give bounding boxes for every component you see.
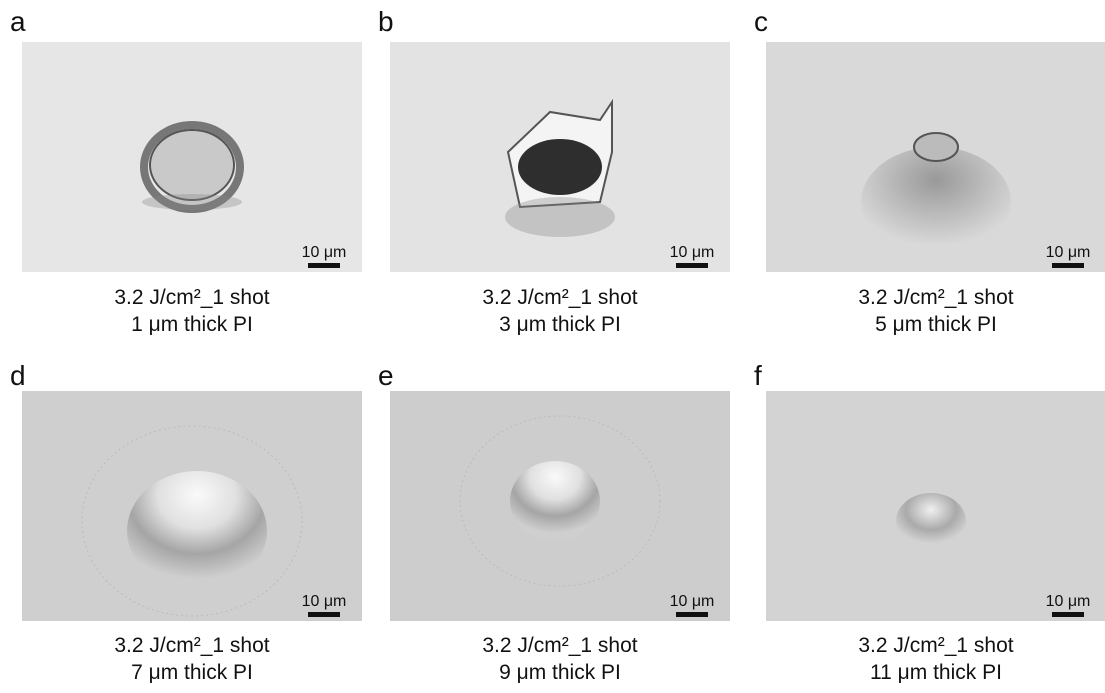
caption-line: 3.2 J/cm²_1 shot (766, 284, 1105, 311)
scale-bar-line (308, 263, 340, 268)
sem-drawing (390, 391, 730, 621)
caption-line: 11 μm thick PI (766, 659, 1105, 686)
sem-image: 10 μm (390, 391, 730, 621)
sem-drawing (22, 42, 362, 272)
panel-label: b (378, 8, 394, 36)
figure: a10 μm3.2 J/cm²_1 shot1 μm thick PIb10 μ… (0, 0, 1105, 693)
scale-bar: 10 μm (294, 244, 354, 268)
scale-bar: 10 μm (1038, 593, 1098, 617)
caption-line: 3.2 J/cm²_1 shot (390, 284, 730, 311)
sem-drawing (766, 391, 1105, 621)
scale-bar: 10 μm (1038, 244, 1098, 268)
sem-drawing (766, 42, 1105, 272)
panel-label: a (10, 8, 26, 36)
panel-label: d (10, 362, 26, 390)
scale-bar-label: 10 μm (1038, 244, 1098, 262)
caption-line: 9 μm thick PI (390, 659, 730, 686)
scale-bar-label: 10 μm (662, 244, 722, 262)
scale-bar-label: 10 μm (662, 593, 722, 611)
panel-label: e (378, 362, 394, 390)
scale-bar-line (676, 612, 708, 617)
sem-image: 10 μm (390, 42, 730, 272)
caption-line: 3.2 J/cm²_1 shot (22, 284, 362, 311)
caption-line: 5 μm thick PI (766, 311, 1105, 338)
scale-bar-label: 10 μm (294, 244, 354, 262)
sem-drawing (390, 42, 730, 272)
sem-drawing (22, 391, 362, 621)
caption-line: 3 μm thick PI (390, 311, 730, 338)
sem-image: 10 μm (22, 391, 362, 621)
caption-line: 3.2 J/cm²_1 shot (766, 632, 1105, 659)
sem-image: 10 μm (22, 42, 362, 272)
scale-bar-line (1052, 612, 1084, 617)
panel-label: c (754, 8, 768, 36)
sem-image: 10 μm (766, 42, 1105, 272)
scale-bar-label: 10 μm (294, 593, 354, 611)
scale-bar-line (676, 263, 708, 268)
sem-image: 10 μm (766, 391, 1105, 621)
scale-bar: 10 μm (662, 244, 722, 268)
caption-line: 3.2 J/cm²_1 shot (22, 632, 362, 659)
scale-bar-label: 10 μm (1038, 593, 1098, 611)
scale-bar-line (308, 612, 340, 617)
panel-label: f (754, 362, 762, 390)
scale-bar-line (1052, 263, 1084, 268)
caption-line: 1 μm thick PI (22, 311, 362, 338)
caption-line: 3.2 J/cm²_1 shot (390, 632, 730, 659)
scale-bar: 10 μm (294, 593, 354, 617)
scale-bar: 10 μm (662, 593, 722, 617)
caption-line: 7 μm thick PI (22, 659, 362, 686)
